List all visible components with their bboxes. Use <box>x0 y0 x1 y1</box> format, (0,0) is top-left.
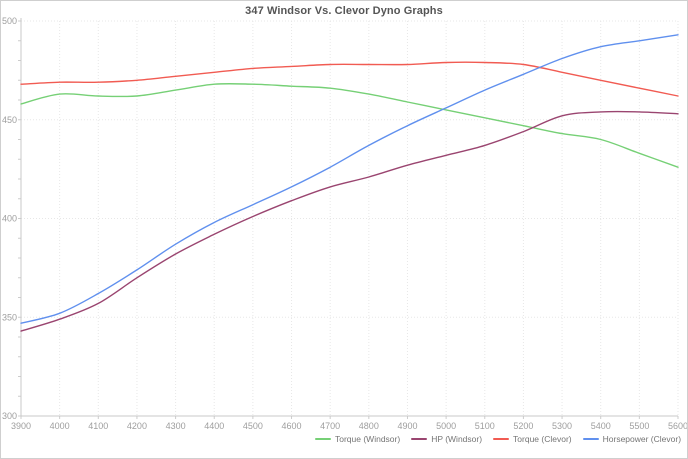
y-tick-label: 450 <box>2 115 17 125</box>
legend-label: Horsepower (Clevor) <box>602 434 682 444</box>
legend-item-hp-windsor[interactable]: HP (Windsor) <box>411 434 482 444</box>
legend-line-swatch <box>493 438 510 440</box>
legend-item-torque-clevor[interactable]: Torque (Clevor) <box>493 434 572 444</box>
series-line-torque-clevor <box>20 61 679 97</box>
x-tick-label: 5400 <box>591 421 611 431</box>
legend-item-horsepower-clevor[interactable]: Horsepower (Clevor) <box>582 434 682 444</box>
legend-label: HP (Windsor) <box>431 434 483 444</box>
x-tick-label: 5200 <box>513 421 533 431</box>
x-tick-label: 4000 <box>50 421 70 431</box>
x-tick-label: 4600 <box>282 421 302 431</box>
legend-label: Torque (Clevor) <box>513 434 572 444</box>
legend-line-swatch <box>315 438 331 440</box>
x-tick-label: 5500 <box>629 421 649 431</box>
x-tick-label: 4400 <box>204 421 224 431</box>
y-tick-label: 300 <box>2 411 17 421</box>
legend-line-swatch <box>582 438 599 440</box>
x-tick-label: 5300 <box>552 421 572 431</box>
x-tick-label: 4100 <box>88 421 108 431</box>
legend-item-torque-windsor[interactable]: Torque (Windsor) <box>315 434 400 444</box>
x-tick-label: 5600 <box>668 421 688 431</box>
y-tick-label: 400 <box>2 214 17 224</box>
x-tick-label: 5000 <box>436 421 456 431</box>
x-tick-label: 4800 <box>359 421 379 431</box>
x-tick-label: 4700 <box>320 421 340 431</box>
y-tick-label: 500 <box>2 16 17 26</box>
series-line-torque-windsor <box>20 82 679 168</box>
x-tick-label: 4300 <box>166 421 186 431</box>
legend-line-swatch <box>411 438 428 440</box>
series-line-horsepower-clevor <box>20 34 679 324</box>
x-tick-label: 3900 <box>11 421 31 431</box>
chart-title: 347 Windsor Vs. Clevor Dyno Graphs <box>245 5 443 17</box>
x-tick-label: 4500 <box>243 421 263 431</box>
legend-label: Torque (Windsor) <box>335 434 401 444</box>
y-tick-label: 350 <box>2 312 17 322</box>
x-tick-label: 5100 <box>475 421 495 431</box>
series-line-hp-windsor <box>20 110 679 332</box>
x-tick-label: 4900 <box>397 421 417 431</box>
x-tick-label: 4200 <box>127 421 147 431</box>
chart-legend: Torque (Windsor) HP (Windsor) Torque (Clev… <box>315 434 681 444</box>
